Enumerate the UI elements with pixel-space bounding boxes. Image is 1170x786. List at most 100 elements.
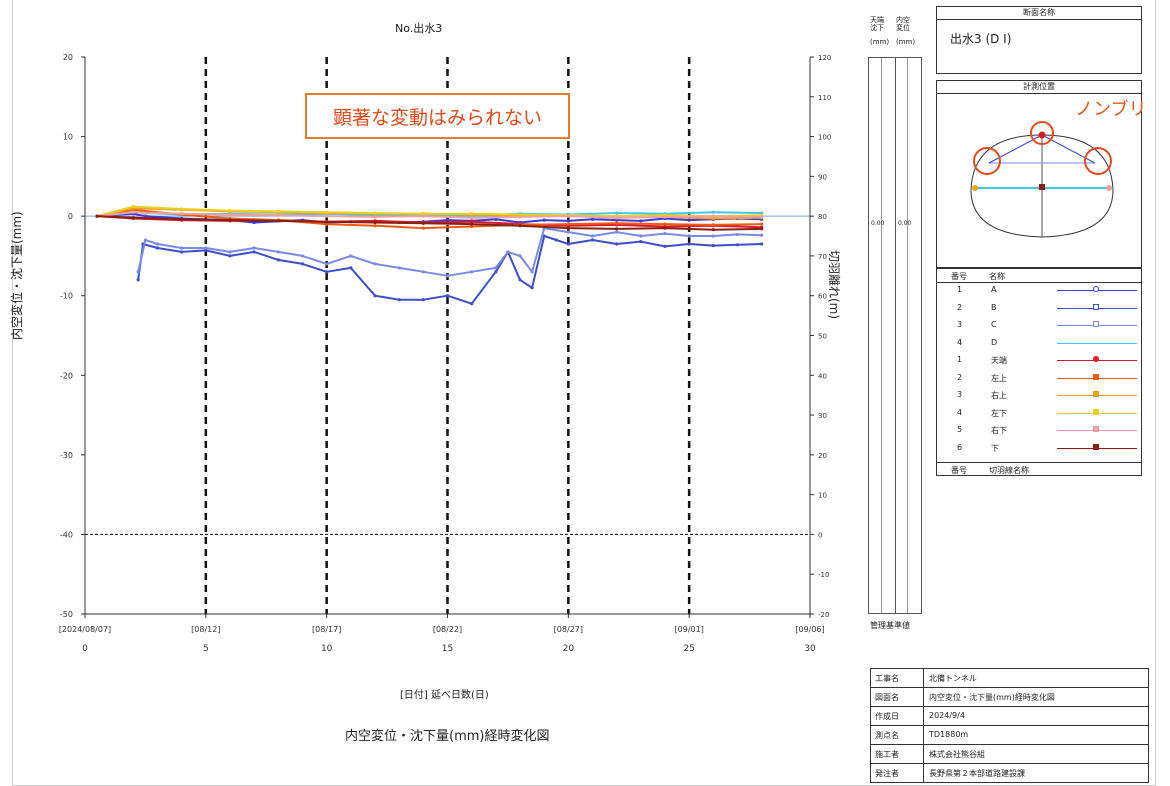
legend-name: 左下 — [991, 408, 1007, 418]
chart-svg: 20100-10-20-30-40-5012011010090807060504… — [59, 53, 832, 654]
info-value: 北備トンネル — [929, 674, 977, 683]
series-point — [566, 214, 570, 218]
legend-name: B — [991, 302, 997, 312]
series-point — [760, 242, 764, 246]
series-point — [300, 254, 305, 258]
legend-no: 2 — [957, 372, 963, 382]
position-panel: 計測位置 — [936, 80, 1142, 268]
series-point — [711, 228, 715, 232]
series-point — [530, 286, 534, 290]
legend-row: 3 右上 — [937, 389, 1142, 402]
y-tick-label: 0 — [68, 212, 73, 221]
legend-marker — [1093, 408, 1099, 415]
series-point — [566, 230, 570, 234]
series-line-3 — [137, 227, 762, 277]
series-point — [136, 278, 140, 282]
y2-tick-label: 50 — [818, 333, 827, 341]
series-point — [470, 216, 474, 220]
legend-no: 6 — [957, 442, 963, 452]
series-point — [276, 219, 280, 223]
series-point — [421, 270, 425, 274]
legend-footer-name: 切羽線名称 — [989, 466, 1029, 475]
series-point — [131, 204, 135, 209]
series-point — [325, 222, 329, 226]
gauge-axis-1 — [881, 58, 882, 613]
series-point — [252, 250, 256, 254]
legend-footer: 番号 切羽線名称 — [937, 462, 1141, 476]
series-point — [711, 214, 715, 218]
series-point — [180, 246, 184, 250]
y-tick-label: -20 — [60, 371, 73, 380]
section-name: 出水3 (D Ⅰ) — [950, 32, 1012, 46]
legend-name: 右上 — [991, 391, 1007, 400]
legend-row: 2 左上 — [937, 372, 1142, 385]
series-point — [421, 226, 425, 230]
series-point — [518, 212, 522, 217]
series-point — [494, 270, 498, 274]
series-point — [325, 220, 329, 224]
series-point — [325, 262, 329, 266]
legend-marker — [1093, 303, 1099, 310]
series-point — [131, 216, 135, 220]
series-point — [663, 215, 667, 219]
series-point — [180, 212, 184, 216]
series-point — [470, 224, 474, 229]
gauge-head-settlement: 天端 沈下 — [870, 16, 884, 32]
y-tick-label: -50 — [60, 610, 73, 619]
legend-marker — [1093, 356, 1099, 362]
y2-tick-label: 10 — [818, 492, 827, 500]
series-point — [180, 207, 184, 211]
series-point — [494, 217, 498, 221]
gauge-value-2: 0.00 — [898, 220, 912, 227]
series-point — [228, 208, 232, 213]
info-row-date: 作成日 2024/9/4 — [871, 707, 1149, 726]
series-point — [566, 219, 570, 223]
legend-name: A — [991, 285, 997, 294]
series-point — [95, 214, 99, 218]
series-point — [470, 222, 474, 226]
series-point — [204, 246, 208, 250]
info-value: 株式会社熊谷組 — [929, 750, 985, 759]
gauge-header: 天端 沈下 内空 変位 (mm) (mm) — [866, 8, 926, 58]
info-key: 測点名 — [875, 731, 899, 740]
gauge-unit-1: (mm) — [870, 38, 890, 46]
y2-tick-label: 40 — [818, 372, 827, 380]
series-point — [143, 238, 148, 242]
info-key: 発注者 — [875, 769, 899, 778]
series-point — [155, 246, 160, 250]
series-point — [349, 266, 353, 270]
series-point — [735, 232, 740, 237]
legend-name: 天端 — [991, 356, 1007, 365]
legend-row: 5 右下 — [937, 424, 1142, 437]
series-point — [276, 250, 280, 254]
legend-no: 3 — [957, 320, 963, 329]
series-point — [711, 210, 715, 214]
series-point — [421, 212, 425, 216]
point-crown — [1038, 131, 1046, 139]
x-day-label: 15 — [442, 644, 453, 654]
series-point — [204, 248, 208, 252]
gauge-divider — [895, 58, 896, 613]
series-point — [276, 258, 280, 262]
info-key: 作成日 — [875, 712, 899, 721]
info-row-client: 発注者 長野県第２本部道路建設課 — [871, 764, 1149, 783]
series-point — [228, 250, 232, 254]
info-value: 長野県第２本部道路建設課 — [929, 769, 1025, 778]
management-label: 管理基準値 — [870, 621, 910, 630]
series-point — [228, 254, 232, 258]
info-value: 2024/9/4 — [929, 711, 965, 720]
tunnel-diagram — [970, 121, 1114, 238]
series-point — [542, 234, 546, 238]
series-point — [590, 238, 595, 242]
series-point — [494, 266, 498, 270]
legend-name: C — [991, 320, 997, 329]
gauge-unit-2: (mm) — [896, 38, 916, 46]
x-date-label: [08/22] — [433, 625, 462, 634]
series-point — [470, 220, 474, 224]
series-line-2 — [137, 235, 762, 305]
info-key: 施工者 — [875, 750, 899, 759]
highlight-right — [1084, 147, 1112, 175]
